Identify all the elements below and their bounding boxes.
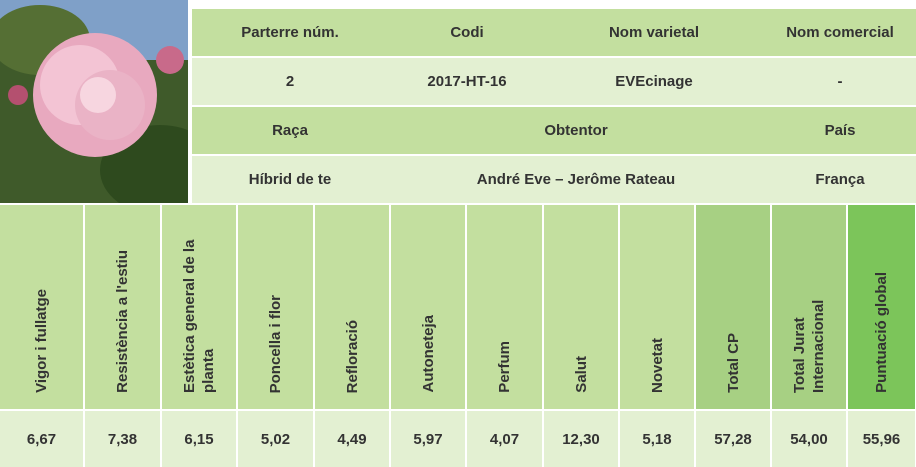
score-value-cell: 12,30 bbox=[544, 411, 618, 467]
score-value-cell: 5,97 bbox=[391, 411, 465, 467]
row2-labels: Obtentor bbox=[544, 122, 607, 139]
row2-labels-cell: País bbox=[764, 107, 916, 154]
row2-values: Híbrid de te bbox=[249, 171, 332, 188]
score-label: Estètica general de la planta bbox=[180, 225, 218, 393]
score-label: Total Jurat Internacional bbox=[790, 225, 828, 393]
score-value: 55,96 bbox=[863, 431, 901, 448]
score-label: Novetat bbox=[648, 338, 667, 393]
row1-values: 2017-HT-16 bbox=[427, 73, 506, 90]
score-value: 57,28 bbox=[714, 431, 752, 448]
row1-labels-cell: Codi bbox=[390, 9, 544, 56]
row2-labels-cell: Obtentor bbox=[390, 107, 762, 154]
score-label-cell: Total Jurat Internacional bbox=[772, 205, 846, 409]
page: Parterre núm. Codi Nom varietal Nom comerci… bbox=[0, 0, 916, 467]
row2-labels: Raça bbox=[272, 122, 308, 139]
score-label: Poncella i flor bbox=[266, 295, 285, 393]
row1-values: - bbox=[838, 73, 843, 90]
score-value-cell: 6,15 bbox=[162, 411, 236, 467]
score-value-cell: 4,07 bbox=[467, 411, 542, 467]
score-value: 7,38 bbox=[108, 431, 137, 448]
score-value-cell: 5,18 bbox=[620, 411, 694, 467]
row1-values-cell: - bbox=[764, 58, 916, 105]
row1-labels: Nom varietal bbox=[609, 24, 699, 41]
score-label: Refloració bbox=[343, 320, 362, 393]
score-value-cell: 55,96 bbox=[848, 411, 915, 467]
score-value: 4,07 bbox=[490, 431, 519, 448]
score-label: Perfum bbox=[495, 341, 514, 393]
score-value: 5,02 bbox=[261, 431, 290, 448]
score-label-cell: Vigor i fullatge bbox=[0, 205, 83, 409]
row1-values-cell: EVEcinage bbox=[546, 58, 762, 105]
row2-values-cell: André Eve – Jerôme Rateau bbox=[390, 156, 762, 203]
score-label-cell: Estètica general de la planta bbox=[162, 205, 236, 409]
row2-values-cell: França bbox=[764, 156, 916, 203]
score-value-cell: 4,49 bbox=[315, 411, 389, 467]
row2-labels: País bbox=[825, 122, 856, 139]
score-label: Autoneteja bbox=[419, 315, 438, 393]
row1-values: EVEcinage bbox=[615, 73, 693, 90]
score-value: 4,49 bbox=[337, 431, 366, 448]
score-value: 6,15 bbox=[184, 431, 213, 448]
score-value: 54,00 bbox=[790, 431, 828, 448]
row1-labels: Parterre núm. bbox=[241, 24, 339, 41]
score-label: Resistència a l'estiu bbox=[113, 250, 132, 393]
score-value-cell: 6,67 bbox=[0, 411, 83, 467]
score-value: 5,97 bbox=[413, 431, 442, 448]
score-label-cell: Poncella i flor bbox=[238, 205, 313, 409]
score-label: Puntuació global bbox=[872, 272, 891, 393]
row2-values: França bbox=[815, 171, 864, 188]
score-value: 6,67 bbox=[27, 431, 56, 448]
score-value-cell: 57,28 bbox=[696, 411, 770, 467]
row1-values-cell: 2 bbox=[192, 58, 388, 105]
score-label-cell: Resistència a l'estiu bbox=[85, 205, 160, 409]
score-label-cell: Total CP bbox=[696, 205, 770, 409]
score-label-cell: Puntuació global bbox=[848, 205, 915, 409]
row1-values: 2 bbox=[286, 73, 294, 90]
score-label-cell: Refloració bbox=[315, 205, 389, 409]
row2-values-cell: Híbrid de te bbox=[192, 156, 388, 203]
row1-labels-cell: Nom varietal bbox=[546, 9, 762, 56]
score-label: Salut bbox=[572, 356, 591, 393]
rose-photo bbox=[0, 0, 188, 203]
row1-labels: Codi bbox=[450, 24, 483, 41]
score-value-cell: 5,02 bbox=[238, 411, 313, 467]
score-value: 12,30 bbox=[562, 431, 600, 448]
score-label-cell: Autoneteja bbox=[391, 205, 465, 409]
score-value-cell: 7,38 bbox=[85, 411, 160, 467]
row2-values: André Eve – Jerôme Rateau bbox=[477, 171, 675, 188]
score-label: Vigor i fullatge bbox=[32, 289, 51, 393]
row1-values-cell: 2017-HT-16 bbox=[390, 58, 544, 105]
row1-labels-cell: Parterre núm. bbox=[192, 9, 388, 56]
score-label-cell: Novetat bbox=[620, 205, 694, 409]
score-value-cell: 54,00 bbox=[772, 411, 846, 467]
score-label: Total CP bbox=[724, 333, 743, 393]
score-label-cell: Salut bbox=[544, 205, 618, 409]
score-value: 5,18 bbox=[642, 431, 671, 448]
score-label-cell: Perfum bbox=[467, 205, 542, 409]
row1-labels: Nom comercial bbox=[786, 24, 894, 41]
row1-labels-cell: Nom comercial bbox=[764, 9, 916, 56]
row2-labels-cell: Raça bbox=[192, 107, 388, 154]
